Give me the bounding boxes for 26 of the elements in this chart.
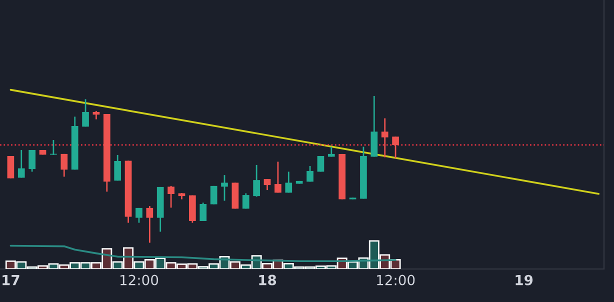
candlestick xyxy=(200,202,207,222)
candlestick xyxy=(210,185,218,205)
candlestick xyxy=(274,161,282,194)
candlestick xyxy=(114,154,122,182)
x-tick-label: 19 xyxy=(516,274,533,286)
candlestick xyxy=(264,178,271,191)
candlestick xyxy=(7,155,14,179)
candlestick xyxy=(18,149,25,178)
candlestick xyxy=(221,174,228,202)
candlestick xyxy=(306,165,314,182)
x-tick-label: 12:00 xyxy=(377,274,415,286)
candlestick xyxy=(285,171,292,194)
candlestick xyxy=(253,164,260,198)
candlestick xyxy=(242,192,250,210)
candlestick xyxy=(168,185,174,208)
x-tick-label: 18 xyxy=(259,274,276,286)
candlestick xyxy=(392,136,399,160)
candlestick xyxy=(136,207,142,224)
candlestick xyxy=(317,155,324,172)
candlestick xyxy=(28,149,36,172)
candlestick xyxy=(146,205,154,244)
candlestick xyxy=(60,153,68,178)
x-tick-label: 17 xyxy=(2,274,20,286)
candlestick xyxy=(82,98,89,128)
candlestick xyxy=(381,118,388,158)
x-tick-label: 12:00 xyxy=(120,274,158,286)
